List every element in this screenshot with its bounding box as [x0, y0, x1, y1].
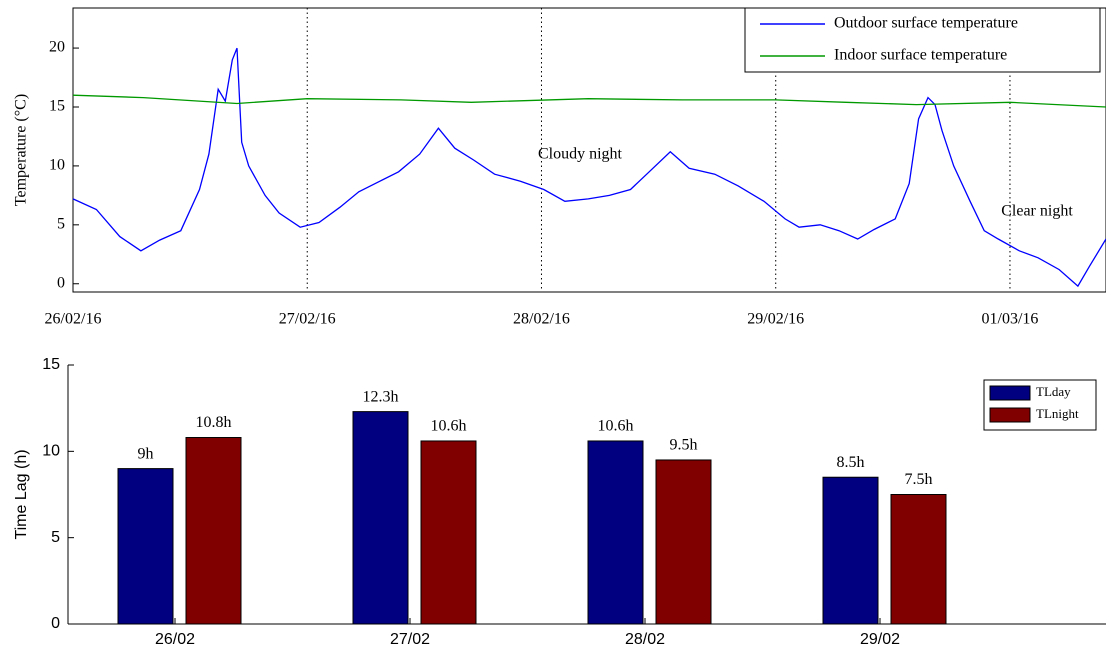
legend-label: TLnight	[1036, 406, 1079, 421]
value-label: 12.3h	[363, 388, 399, 405]
legend-label: Outdoor surface temperature	[834, 15, 1018, 32]
y-tick-label: 5	[57, 216, 65, 233]
x-tick-label: 28/02/16	[513, 311, 570, 328]
x-tick-label: 26/02	[155, 631, 195, 648]
y-axis-label: Time Lag (h)	[13, 449, 30, 539]
y-tick-label: 0	[51, 615, 60, 632]
bar	[352, 411, 409, 625]
x-tick-label: 29/02	[860, 631, 900, 648]
y-tick-label: 10	[42, 443, 60, 460]
bar	[185, 437, 242, 625]
value-label: 8.5h	[837, 454, 865, 471]
value-label: 7.5h	[905, 471, 933, 488]
value-label: 10.8h	[196, 414, 232, 431]
legend-swatch	[989, 385, 1031, 401]
bar	[117, 468, 174, 625]
y-tick-label: 15	[42, 356, 60, 373]
series-line	[72, 94, 1106, 108]
value-label: 9h	[138, 445, 154, 462]
legend-swatch	[989, 407, 1031, 423]
value-label: 9.5h	[670, 437, 698, 454]
y-tick-label: 5	[51, 529, 60, 546]
x-tick-label: 28/02	[625, 631, 665, 648]
bar	[890, 494, 947, 625]
value-label: 10.6h	[598, 418, 634, 435]
y-tick-label: 0	[57, 274, 65, 291]
x-tick-label: 01/03/16	[982, 311, 1039, 328]
x-tick-label: 27/02/16	[279, 311, 336, 328]
legend-label: Indoor surface temperature	[834, 47, 1007, 64]
bar	[587, 440, 644, 625]
legend-label: TLday	[1036, 384, 1071, 399]
x-tick-label: 27/02	[390, 631, 430, 648]
plot-area	[72, 7, 1106, 293]
x-tick-label: 26/02/16	[45, 311, 102, 328]
y-tick-label: 20	[49, 39, 65, 56]
y-tick-label: 10	[49, 157, 65, 174]
annotation: Clear night	[1001, 203, 1073, 220]
y-tick-label: 15	[49, 98, 65, 115]
bar	[822, 476, 879, 625]
bar	[655, 459, 712, 625]
y-axis-label: Temperature (°C)	[13, 94, 30, 206]
series-line	[72, 47, 1106, 288]
annotation: Cloudy night	[538, 146, 623, 163]
legend	[744, 7, 1101, 73]
bar	[420, 440, 477, 625]
value-label: 10.6h	[431, 418, 467, 435]
x-tick-label: 29/02/16	[747, 311, 804, 328]
